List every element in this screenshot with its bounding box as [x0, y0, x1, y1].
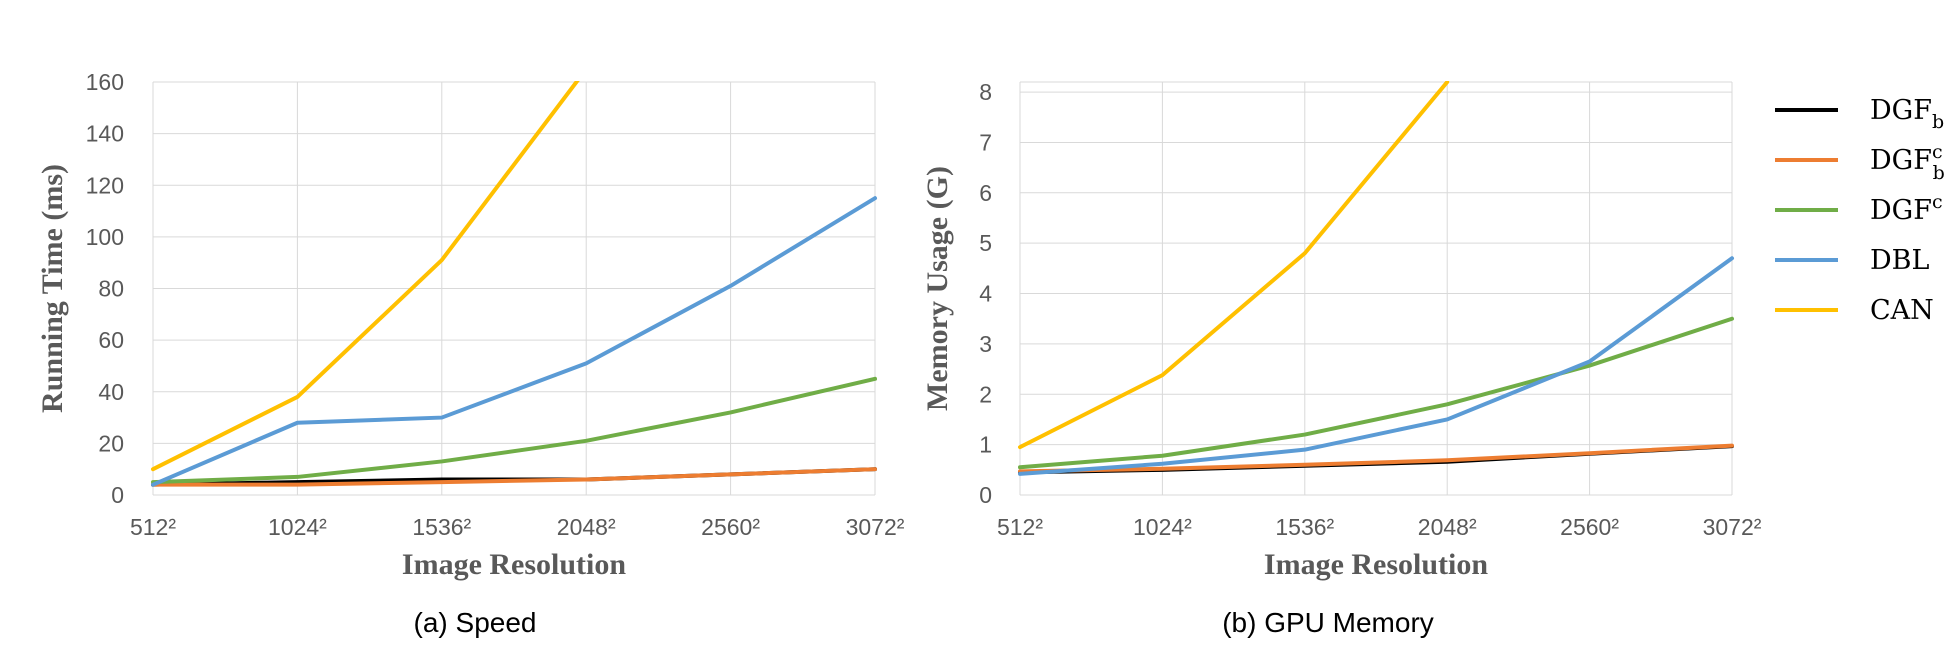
- legend-item: DGFc: [1775, 191, 1943, 226]
- series-line-can: [151, 81, 580, 472]
- chart-caption: (a) Speed: [414, 607, 537, 638]
- x-tick-label: 1536²: [412, 514, 471, 540]
- y-tick-label: 1: [979, 432, 992, 458]
- y-tick-label: 4: [979, 281, 992, 307]
- x-tick-label: 512²: [997, 514, 1043, 540]
- series-line-dgf-c: [1018, 316, 1734, 470]
- legend-item: CAN: [1775, 295, 1934, 326]
- legend-label: CAN: [1870, 295, 1934, 326]
- x-axis-title: Image Resolution: [1264, 548, 1488, 581]
- x-tick-label: 2560²: [701, 514, 760, 540]
- y-tick-label: 0: [979, 482, 992, 508]
- chart-gpu-memory: 0 1 2 3 4 5 6 7 8 512² 1024² 1536² 2048² 2560² 3072² Me…: [921, 79, 1762, 638]
- series-line-dbl: [1018, 256, 1734, 476]
- y-tick-label: 2: [979, 381, 992, 407]
- x-tick-label: 2048²: [557, 514, 616, 540]
- y-tick-label: 40: [98, 379, 124, 405]
- y-tick-label: 0: [111, 482, 124, 508]
- series-line-can: [1018, 81, 1450, 450]
- series-line-dgf-c: [151, 376, 877, 485]
- legend-label: DGFb: [1870, 95, 1944, 133]
- y-tick-label: 6: [979, 180, 992, 206]
- x-tick-label: 2048²: [1418, 514, 1477, 540]
- legend: DGFb DGFc b DGFc DBL CAN: [1775, 95, 1945, 326]
- x-tick-label: 1536²: [1275, 514, 1334, 540]
- x-axis-title: Image Resolution: [402, 548, 626, 581]
- y-tick-label: 7: [979, 129, 992, 155]
- legend-label: DGFc: [1870, 191, 1943, 226]
- series-line-dgf-b-c: [151, 467, 877, 487]
- legend-item: DGFc b: [1775, 141, 1945, 184]
- y-tick-label: 60: [98, 327, 124, 353]
- y-tick-label: 80: [98, 276, 124, 302]
- x-tick-label: 2560²: [1560, 514, 1619, 540]
- chart-caption: (b) GPU Memory: [1222, 607, 1434, 638]
- x-tick-label: 512²: [130, 514, 176, 540]
- y-axis-title: Memory Usage (G): [921, 166, 954, 411]
- y-axis-title: Running Time (ms): [36, 164, 69, 413]
- y-tick-label: 120: [86, 172, 124, 198]
- x-tick-label: 1024²: [268, 514, 327, 540]
- x-tick-label: 1024²: [1133, 514, 1192, 540]
- legend-item: DBL: [1775, 245, 1929, 276]
- y-tick-label: 140: [86, 121, 124, 147]
- legend-label: DGFc b: [1870, 141, 1945, 184]
- y-tick-label: 100: [86, 224, 124, 250]
- legend-item: DGFb: [1775, 95, 1944, 133]
- y-tick-label: 20: [98, 430, 124, 456]
- y-tick-label: 160: [86, 69, 124, 95]
- chart-speed: 0 20 40 60 80 100 120 140 160 512² 1024² 1536² 2048²…: [36, 69, 905, 638]
- legend-label: DBL: [1870, 245, 1929, 276]
- x-tick-label: 3072²: [846, 514, 905, 540]
- y-tick-label: 8: [979, 79, 992, 105]
- y-tick-label: 3: [979, 331, 992, 357]
- y-tick-label: 5: [979, 230, 992, 256]
- series-line-dbl: [151, 196, 877, 487]
- x-tick-label: 3072²: [1703, 514, 1762, 540]
- series-line-dgf-b-c: [1018, 443, 1734, 474]
